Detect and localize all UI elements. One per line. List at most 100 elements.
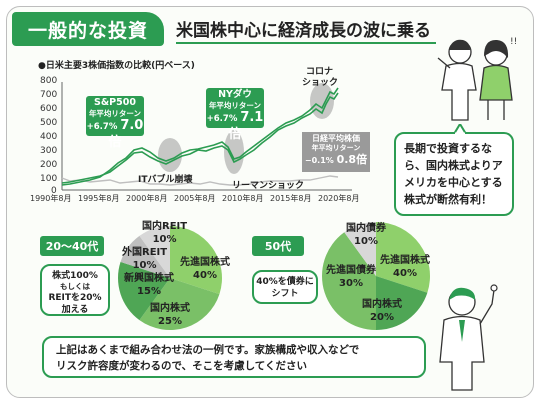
domestic-label: 国内株式 25% xyxy=(150,302,190,328)
sp500-label: S&P500 年平均リターン +6.7% 7.0倍 xyxy=(86,96,144,150)
pie-chart-20-40 xyxy=(118,226,222,330)
fbond-label: 先進国債券 30% xyxy=(326,264,376,290)
slice-domestic-b xyxy=(376,276,428,330)
y-tick: 400 xyxy=(40,132,58,142)
section-tag: 一般的な投資 xyxy=(12,12,164,46)
developed-b-pct: 40% xyxy=(393,268,417,279)
age-tag-50: 50代 xyxy=(252,236,304,256)
y-tick: 0 xyxy=(51,186,57,196)
advice-speech-bubble: 長期で投資するなら、国内株式よりアメリカを中心とする株式が断然有利！ xyxy=(394,132,514,216)
x-tick: 2015年8月 xyxy=(270,194,312,203)
nydow-line xyxy=(61,87,339,186)
reit-name: 国内REIT xyxy=(142,221,188,232)
dbond-label: 国内債券 10% xyxy=(346,222,386,248)
chart-caption: ●日米主要3株価指数の比較(円ベース) xyxy=(38,61,195,71)
reit-label: 国内REIT 10% xyxy=(142,220,187,246)
x-tick: 2010年8月 xyxy=(222,194,264,203)
developed-b-label: 先進国株式 40% xyxy=(380,254,430,280)
headline-underline xyxy=(176,42,436,44)
nydow-label: NYダウ 年平均リターン +6.7% 7.1倍 xyxy=(206,88,264,142)
y-tick: 500 xyxy=(40,118,58,128)
y-tick: 300 xyxy=(40,146,58,156)
age-tag-20-40: 20〜40代 xyxy=(40,236,104,256)
dbond-pct: 10% xyxy=(354,236,378,247)
corona-label: コロナ xyxy=(306,67,334,77)
lehman-highlight xyxy=(224,130,244,174)
x-tick: 2005年8月 xyxy=(174,194,216,203)
y-tick: 600 xyxy=(40,104,58,114)
x-tick: 1990年8月 xyxy=(30,194,72,203)
nikkei-line xyxy=(61,175,339,186)
y-tick: 100 xyxy=(40,174,58,184)
note-20-40-line3: REITを20% xyxy=(48,293,102,304)
pie-chart-50 xyxy=(321,222,431,330)
slice-dbond xyxy=(344,222,376,276)
domestic-b-pct: 20% xyxy=(370,312,394,323)
headline: 米国株中心に経済成長の波に乗る xyxy=(176,21,431,41)
sp500-return: +6.7% xyxy=(86,122,118,133)
y-tick: 700 xyxy=(40,90,58,100)
nikkei-name: 日経平均株価 xyxy=(312,134,360,143)
corona-label-2: ショック xyxy=(302,78,339,88)
sp500-name: S&P500 xyxy=(94,97,136,108)
x-tick: 2020年8月 xyxy=(318,194,360,203)
developed-b-name: 先進国株式 xyxy=(380,255,430,266)
y-tick: 800 xyxy=(40,76,58,86)
domestic-name: 国内株式 xyxy=(150,303,190,314)
speech-tail xyxy=(452,124,468,134)
note-20-40-line4: 加える xyxy=(61,305,89,316)
foreign-reit-label: 外国REIT 10% xyxy=(122,246,167,272)
sp500-multiple: 7.0倍 xyxy=(108,118,144,150)
developed-label: 先進国株式 40% xyxy=(180,256,230,282)
slice-foreign-reit xyxy=(120,235,170,278)
advisor-illustration xyxy=(439,284,498,391)
nikkei-multiple: 0.8倍 xyxy=(336,152,368,166)
note-50-line2: シフト xyxy=(271,289,299,300)
it-bubble-label: ITバブル崩壊 xyxy=(138,175,193,185)
slice-developed-b xyxy=(376,222,431,293)
developed-pct: 40% xyxy=(193,270,217,281)
x-tick: 1995年8月 xyxy=(78,194,120,203)
emerging-name: 新興国株式 xyxy=(124,273,174,284)
svg-text:!!: !! xyxy=(510,37,517,47)
disclaimer-line1: 上記はあくまで組み合わせ法の一例です。家族構成や収入などで xyxy=(56,344,360,356)
note-20-40-line2: もしくは xyxy=(60,282,90,292)
domestic-b-label: 国内株式 20% xyxy=(362,298,402,324)
emerging-label: 新興国株式 15% xyxy=(124,272,174,298)
disclaimer-box: 上記はあくまで組み合わせ法の一例です。家族構成や収入などで リスク許容度が変わる… xyxy=(42,336,426,378)
developed-name: 先進国株式 xyxy=(180,257,230,268)
domestic-pct: 25% xyxy=(158,316,182,327)
y-tick: 200 xyxy=(40,160,58,170)
emerging-pct: 15% xyxy=(137,286,161,297)
note-50-line1: 40%を債券に xyxy=(256,277,314,287)
nikkei-sub: 年平均リターン xyxy=(311,144,361,152)
couple-illustration: !! xyxy=(437,37,517,121)
slice-emerging xyxy=(118,261,170,321)
note-20-40-line1: 株式100% xyxy=(52,271,98,281)
nydow-sub: 年平均リターン xyxy=(208,100,262,110)
slice-fbond xyxy=(321,232,376,330)
domestic-b-name: 国内株式 xyxy=(362,299,402,310)
reit-pct: 10% xyxy=(152,234,177,245)
sp500-sub: 年平均リターン xyxy=(88,108,142,118)
slice-domestic xyxy=(139,278,220,330)
fbond-pct: 30% xyxy=(339,278,363,289)
sp500-line xyxy=(61,92,339,184)
foreign-reit-name: 外国REIT xyxy=(122,247,168,258)
note-20-40: 株式100% もしくは REITを20% 加える xyxy=(40,264,110,316)
nydow-name: NYダウ xyxy=(218,89,252,100)
nikkei-return: −0.1% xyxy=(304,155,334,165)
x-tick: 2000年8月 xyxy=(126,194,168,203)
nydow-return: +6.7% xyxy=(206,114,238,125)
slice-domestic-reit xyxy=(139,226,170,278)
nikkei-label: 日経平均株価 年平均リターン −0.1% 0.8倍 xyxy=(302,132,370,172)
nydow-multiple: 7.1倍 xyxy=(228,110,264,142)
foreign-reit-pct: 10% xyxy=(132,260,157,271)
disclaimer-line2: リスク許容度が変わるので、そこを考慮してください xyxy=(56,359,307,372)
note-50: 40%を債券に シフト xyxy=(252,270,318,304)
dbond-name: 国内債券 xyxy=(346,223,386,234)
fbond-name: 先進国債券 xyxy=(326,265,376,276)
lehman-label: リーマンショック xyxy=(232,181,305,191)
slice-developed xyxy=(170,226,222,295)
